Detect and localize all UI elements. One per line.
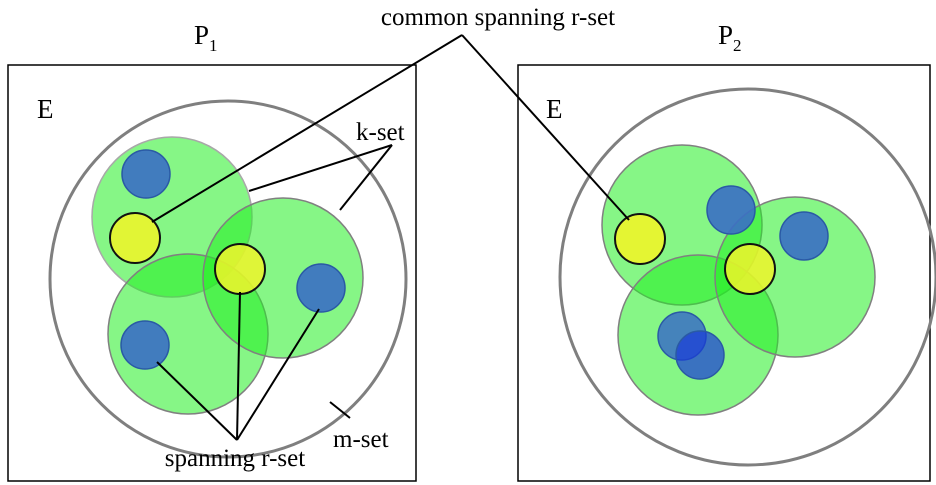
panel-1-title: P1 [194, 20, 218, 55]
panel-1-element [296, 263, 346, 313]
panel-1-k-set-right [202, 197, 364, 359]
leader-lines [151, 34, 630, 441]
panel-2-element [706, 185, 756, 235]
k-set-leader-line [339, 144, 393, 211]
common-leader-line [151, 34, 463, 223]
k-set-leader-line [248, 144, 393, 192]
panel-1-title-subscript: 1 [209, 36, 218, 55]
panel-2-title: P2 [718, 20, 742, 55]
panel-2-r-set-element [724, 243, 776, 295]
spanning-leader-line [236, 308, 320, 441]
panel-2-element [779, 211, 829, 261]
panel-2-k-set-right [714, 196, 876, 358]
common-spanning-r-set-label: common spanning r-set [381, 4, 615, 31]
panel-2-set-label: E [546, 94, 563, 124]
panel-2-title-subscript: 2 [733, 36, 742, 55]
panel-1-set-label: E [37, 94, 54, 124]
panel-1-title-main: P [194, 20, 209, 50]
spanning-leader-line [156, 361, 238, 441]
panel-1-frame [7, 64, 417, 482]
panel-2-frame [517, 64, 931, 482]
panel-1-m-set-circle [48, 99, 408, 459]
panel-1-r-set-element [214, 243, 266, 295]
panel-2-element [675, 330, 725, 380]
spanning-leader-line [236, 291, 241, 441]
spanning-r-set-label: spanning r-set [165, 445, 305, 472]
m-set-leader-line [329, 401, 351, 419]
panel-2-r-set-element [614, 213, 666, 265]
common-leader-line [461, 34, 630, 221]
m-set-label: m-set [333, 426, 389, 453]
panel-1-element [121, 149, 171, 199]
panel-2-m-set-circle [558, 87, 936, 467]
panel-1-r-set-element [109, 212, 161, 264]
panel-2-title-main: P [718, 20, 733, 50]
k-set-label: k-set [356, 119, 405, 146]
panel-1-element [120, 320, 170, 370]
